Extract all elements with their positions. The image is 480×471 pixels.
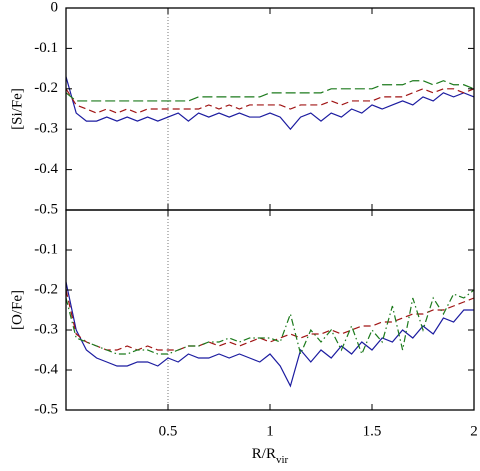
y-tick-label: -0.2 bbox=[34, 80, 58, 96]
data-line bbox=[65, 289, 475, 356]
y-tick-label: -0.4 bbox=[34, 361, 58, 377]
x-axis-label-sub: vir bbox=[276, 454, 289, 466]
x-tick-label: 1 bbox=[266, 423, 274, 439]
y-tick-label: -0.1 bbox=[34, 40, 58, 56]
x-axis-label-main: R/R bbox=[252, 446, 276, 462]
data-line bbox=[65, 289, 475, 351]
y-tick-label: -0.5 bbox=[34, 401, 58, 417]
data-line bbox=[65, 88, 475, 114]
plot-frame bbox=[65, 209, 475, 411]
y-tick-label: 0 bbox=[51, 0, 59, 15]
x-tick-label: 0.5 bbox=[159, 423, 178, 439]
y-tick-label: -0.2 bbox=[34, 281, 58, 297]
x-axis-label: R/Rvir bbox=[252, 446, 289, 465]
y-axis-label: [Si/Fe] bbox=[9, 88, 25, 130]
data-line bbox=[65, 281, 474, 388]
data-line bbox=[65, 80, 475, 102]
x-tick-label: 1.5 bbox=[363, 423, 382, 439]
y-tick-label: -0.4 bbox=[34, 161, 58, 177]
x-tick-label: 2 bbox=[470, 423, 478, 439]
y-tick-label: -0.5 bbox=[34, 201, 58, 217]
y-axis-label: [O/Fe] bbox=[9, 290, 25, 330]
data-line bbox=[65, 76, 475, 131]
plot-frame bbox=[65, 7, 475, 211]
y-tick-label: -0.1 bbox=[34, 241, 58, 257]
y-tick-label: -0.3 bbox=[34, 321, 58, 337]
y-tick-label: -0.3 bbox=[34, 121, 58, 137]
